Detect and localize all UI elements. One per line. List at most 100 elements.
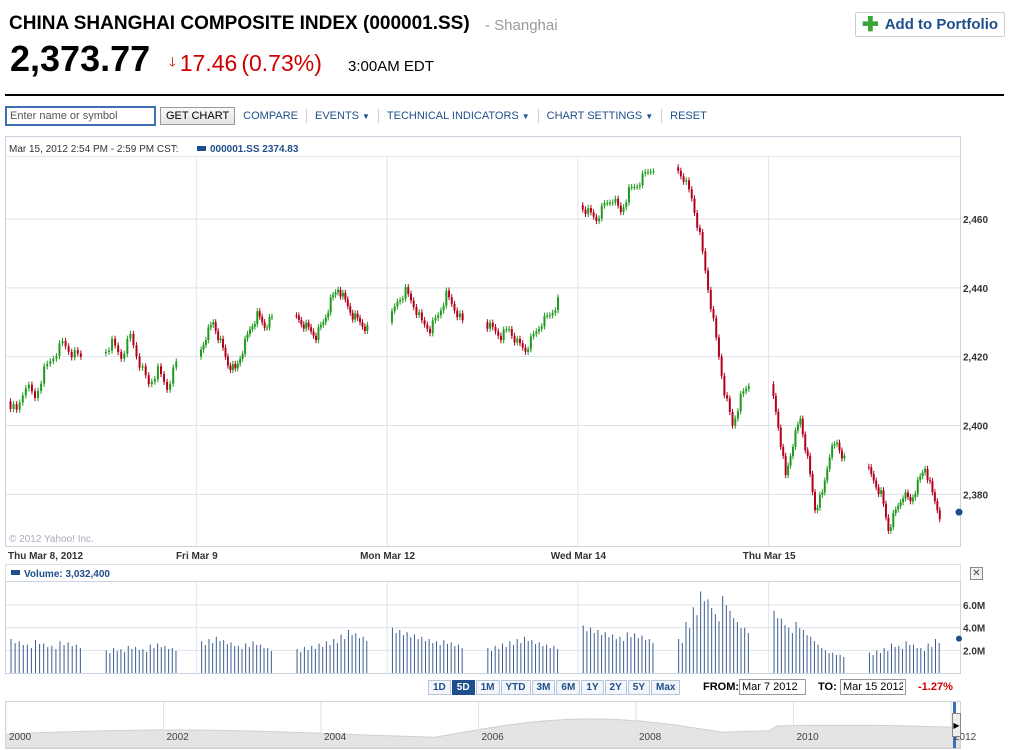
candle-body xyxy=(207,327,210,341)
candle-body xyxy=(24,388,27,396)
candle-body xyxy=(46,363,49,367)
candle-body xyxy=(877,487,880,494)
candle-body xyxy=(587,207,590,214)
range-button-1y[interactable]: 1Y xyxy=(581,680,604,695)
candle-body xyxy=(690,189,693,199)
candle-body xyxy=(393,306,396,312)
candle-body xyxy=(415,307,418,315)
range-button-5d[interactable]: 5D xyxy=(451,680,475,695)
candle-body xyxy=(801,418,804,435)
technical-indicators-menu[interactable]: TECHNICAL INDICATORS ▼ xyxy=(379,110,538,122)
y-tick-label: 2,380 xyxy=(963,490,988,501)
candle-body xyxy=(535,331,538,334)
from-date-input[interactable] xyxy=(739,679,806,695)
range-button-3m[interactable]: 3M xyxy=(531,680,556,695)
candle-body xyxy=(312,331,315,336)
candle-body xyxy=(399,300,402,302)
from-label: FROM: xyxy=(703,681,740,693)
navigator-year-label: 2000 xyxy=(9,732,32,743)
candle-body xyxy=(608,202,611,204)
get-chart-button[interactable]: GET CHART xyxy=(160,107,236,125)
x-tick-label: Mon Mar 12 xyxy=(360,551,415,562)
candle-body xyxy=(258,311,261,317)
candle-body xyxy=(111,338,114,351)
candle-body xyxy=(448,290,451,298)
candle-body xyxy=(677,167,680,171)
candlestick-series xyxy=(9,164,963,534)
reset-link[interactable]: RESET xyxy=(662,110,715,122)
candle-body xyxy=(789,456,792,466)
candle-body xyxy=(15,404,18,410)
x-tick-label: Thu Mar 8, 2012 xyxy=(8,551,83,562)
candle-body xyxy=(144,366,147,376)
volume-tick-label: 2.0M xyxy=(963,646,985,657)
range-buttons: 1D 5D 1M YTD 3M 6M 1Y 2Y 5Y Max xyxy=(428,680,681,695)
candle-body xyxy=(606,202,609,204)
candle-body xyxy=(270,316,273,318)
candle-body xyxy=(104,351,107,354)
candle-body xyxy=(253,324,256,327)
candle-body xyxy=(132,333,135,346)
candle-body xyxy=(897,505,900,510)
caret-down-icon: ▼ xyxy=(362,111,370,121)
to-date-input[interactable] xyxy=(840,679,906,695)
grid-lines xyxy=(6,157,960,546)
compare-link[interactable]: COMPARE xyxy=(235,110,306,122)
candle-body xyxy=(938,510,941,520)
candle-body xyxy=(902,498,905,503)
candle-body xyxy=(777,411,780,428)
candle-body xyxy=(600,205,603,219)
candle-body xyxy=(175,361,178,368)
range-button-ytd[interactable]: YTD xyxy=(500,680,531,695)
range-button-max[interactable]: Max xyxy=(651,680,681,695)
candle-body xyxy=(404,287,407,299)
candle-body xyxy=(652,171,655,173)
symbol-search-input[interactable] xyxy=(5,106,156,126)
candle-body xyxy=(126,338,129,354)
candle-body xyxy=(782,446,785,456)
quote-time: 3:00AM EDT xyxy=(348,58,434,75)
candle-body xyxy=(305,322,308,329)
toolbar-separator xyxy=(537,109,539,123)
candle-body xyxy=(928,480,931,482)
candle-body xyxy=(592,212,595,217)
chart-settings-menu[interactable]: CHART SETTINGS ▼ xyxy=(539,110,661,122)
candle-body xyxy=(163,374,166,382)
range-button-6m[interactable]: 6M xyxy=(556,680,581,695)
add-to-portfolio-button[interactable]: ✚ Add to Portfolio xyxy=(855,12,1005,37)
candle-body xyxy=(263,322,266,328)
candle-body xyxy=(426,324,429,329)
navigator-handle[interactable]: ▶ xyxy=(952,713,961,737)
close-volume-button[interactable]: ✕ xyxy=(970,567,983,580)
range-button-1m[interactable]: 1M xyxy=(475,680,500,695)
candle-body xyxy=(679,170,682,177)
candle-body xyxy=(581,205,584,210)
candle-body xyxy=(43,366,46,384)
candle-body xyxy=(434,317,437,321)
last-price: 2,373.77 xyxy=(10,38,151,79)
candle-body xyxy=(123,353,126,359)
reset-label: RESET xyxy=(670,110,707,122)
candle-body xyxy=(516,338,519,343)
price-chart-svg[interactable]: 2,460 2,440 2,420 2,400 2,380 Thu Mar 8, 201… xyxy=(5,136,1003,750)
events-menu[interactable]: EVENTS ▼ xyxy=(307,110,378,122)
candle-body xyxy=(351,312,354,320)
range-button-2y[interactable]: 2Y xyxy=(604,680,627,695)
candle-body xyxy=(872,473,875,481)
candle-body xyxy=(356,313,359,318)
candle-body xyxy=(787,465,790,476)
range-button-1d[interactable]: 1D xyxy=(428,680,451,695)
y-tick-label: 2,440 xyxy=(963,284,988,295)
candle-body xyxy=(833,444,836,446)
range-button-5y[interactable]: 5Y xyxy=(627,680,651,695)
candle-body xyxy=(251,326,254,330)
candle-body xyxy=(840,450,843,459)
toolbar-separator xyxy=(305,109,307,123)
chart-area[interactable]: 2,460 2,440 2,420 2,400 2,380 Thu Mar 8, 201… xyxy=(5,136,1003,749)
candle-body xyxy=(453,303,456,311)
candle-body xyxy=(244,338,247,354)
navigator-year-labels: 2000 2002 2004 2006 2008 2010 2012 xyxy=(5,702,977,748)
candle-body xyxy=(401,298,404,301)
header-divider xyxy=(5,94,1004,96)
candle-body xyxy=(584,209,587,214)
